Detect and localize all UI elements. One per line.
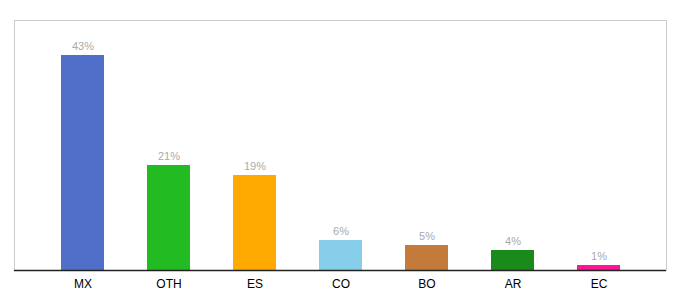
- svg-text:19%: 19%: [244, 160, 266, 172]
- svg-text:MX: MX: [74, 277, 92, 291]
- svg-text:4%: 4%: [505, 235, 521, 247]
- svg-text:21%: 21%: [158, 150, 180, 162]
- svg-text:OTH: OTH: [156, 277, 181, 291]
- svg-text:EC: EC: [591, 277, 608, 291]
- svg-text:AR: AR: [505, 277, 522, 291]
- svg-text:ES: ES: [247, 277, 263, 291]
- svg-text:6%: 6%: [333, 225, 349, 237]
- svg-text:43%: 43%: [72, 40, 94, 52]
- svg-text:CO: CO: [332, 277, 350, 291]
- svg-text:1%: 1%: [591, 250, 607, 262]
- svg-text:5%: 5%: [419, 230, 435, 242]
- svg-text:BO: BO: [418, 277, 435, 291]
